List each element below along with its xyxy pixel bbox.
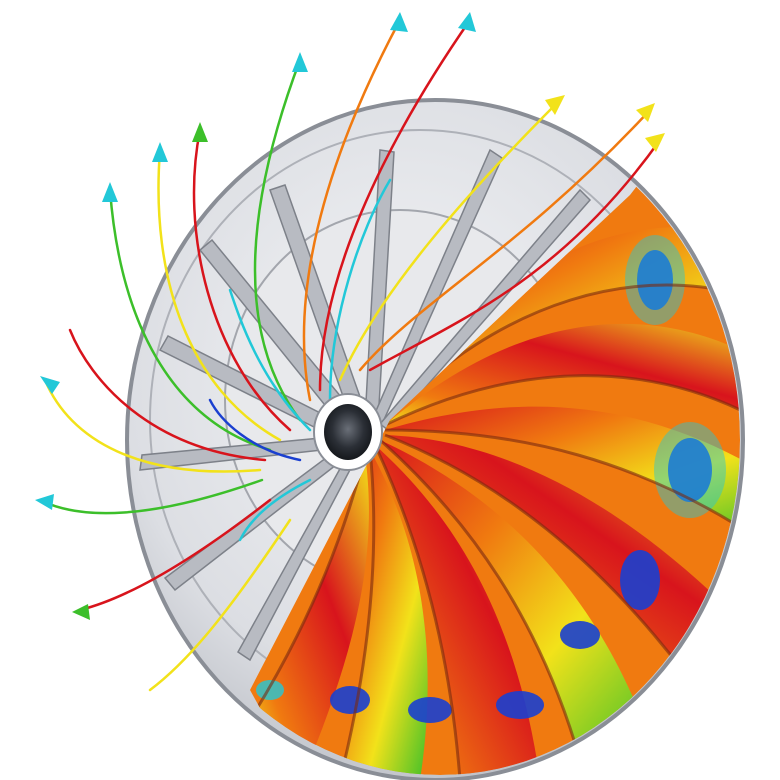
flow-arrowheads	[35, 12, 665, 620]
low-pressure-patches	[256, 235, 726, 723]
hub	[313, 393, 383, 471]
flow-streamlines	[38, 18, 662, 692]
